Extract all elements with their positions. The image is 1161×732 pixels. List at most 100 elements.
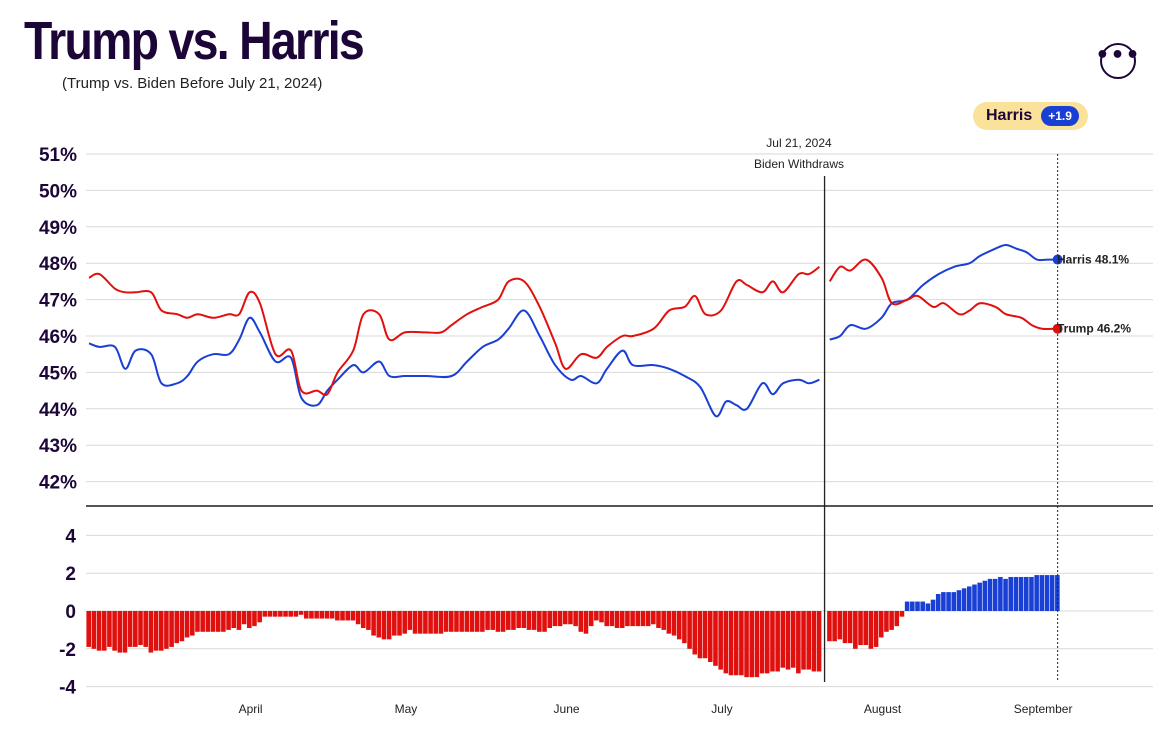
trump-line bbox=[88, 266, 821, 397]
end-labels: Harris 48.1% Trump 46.2% bbox=[1052, 253, 1131, 336]
margin-bar bbox=[164, 611, 169, 649]
y-tick-label: 43% bbox=[39, 436, 77, 457]
margin-bar bbox=[459, 611, 464, 632]
margin-bar bbox=[935, 593, 941, 611]
margin-bar bbox=[977, 582, 982, 611]
y-tick-label: 44% bbox=[39, 400, 77, 421]
margin-bar bbox=[889, 611, 894, 630]
margin-bar bbox=[153, 611, 159, 651]
margin-bar bbox=[412, 611, 418, 634]
y-tick-label: 48% bbox=[39, 254, 77, 275]
margin-bar bbox=[392, 611, 397, 636]
margin-bar bbox=[464, 611, 470, 632]
margin-bar bbox=[661, 611, 666, 630]
margin-bar bbox=[827, 611, 832, 642]
y-tick-label: 46% bbox=[39, 327, 77, 348]
margin-bar bbox=[531, 611, 537, 630]
margin-bar bbox=[972, 584, 977, 611]
margin-bar bbox=[982, 580, 988, 611]
margin-bar bbox=[899, 611, 905, 617]
margin-bar bbox=[816, 611, 822, 672]
margin-bar bbox=[101, 611, 107, 651]
y-tick-label: 47% bbox=[39, 291, 77, 312]
margin-bar bbox=[562, 611, 568, 625]
margin-bar bbox=[133, 611, 138, 647]
margin-bar bbox=[210, 611, 216, 632]
margin-bar bbox=[925, 603, 931, 611]
margin-bars bbox=[86, 575, 1060, 678]
margin-bar bbox=[340, 611, 345, 621]
trump-line bbox=[828, 258, 1058, 330]
margin-bar bbox=[143, 611, 148, 647]
margin-bar bbox=[195, 611, 200, 632]
margin-bar bbox=[314, 611, 319, 619]
margin-bar bbox=[205, 611, 211, 632]
margin-bar bbox=[557, 611, 563, 627]
margin-bar bbox=[407, 611, 413, 630]
y-tick-label: 42% bbox=[39, 473, 77, 494]
margin-bar bbox=[335, 611, 340, 621]
margin-bar bbox=[127, 611, 133, 647]
margin-bar bbox=[454, 611, 459, 632]
harris-line bbox=[829, 244, 1058, 341]
margin-bar bbox=[469, 611, 475, 632]
more-options-button[interactable]: ••• bbox=[1095, 43, 1140, 79]
margin-bar bbox=[992, 578, 998, 611]
margin-bar bbox=[692, 611, 698, 655]
margin-bar bbox=[122, 611, 128, 653]
y-tick-label: 4 bbox=[65, 526, 76, 547]
margin-bar bbox=[179, 611, 185, 642]
margin-bar bbox=[702, 611, 708, 659]
margin-bar bbox=[744, 611, 749, 678]
margin-bar bbox=[91, 611, 97, 649]
margin-bar bbox=[511, 611, 516, 630]
x-tick-label: June bbox=[554, 702, 580, 716]
margin-bar bbox=[417, 611, 423, 634]
harris-end-dot bbox=[1052, 254, 1063, 265]
margin-bar bbox=[775, 611, 780, 672]
margin-bar bbox=[884, 611, 889, 632]
margin-bar bbox=[1029, 576, 1034, 611]
margin-bar bbox=[526, 611, 532, 630]
withdrawal-annotation: Jul 21, 2024 Biden Withdraws bbox=[754, 136, 1059, 682]
margin-bar bbox=[604, 611, 609, 627]
y-tick-label: 50% bbox=[39, 181, 77, 202]
annotation-event: Biden Withdraws bbox=[754, 157, 844, 171]
margin-bar bbox=[366, 611, 371, 630]
margin-bar bbox=[759, 611, 765, 674]
harris-end-label: Harris 48.1% bbox=[1057, 253, 1129, 267]
margin-bar bbox=[138, 611, 143, 646]
margin-bar bbox=[687, 611, 692, 649]
margin-bar bbox=[853, 611, 858, 649]
y-tick-label: -4 bbox=[59, 678, 76, 699]
margin-bar bbox=[200, 611, 205, 632]
y-tick-label: 49% bbox=[39, 218, 77, 239]
margin-bar bbox=[376, 611, 382, 638]
margin-bar bbox=[495, 611, 501, 632]
margin-bar bbox=[288, 611, 294, 617]
margin-bar bbox=[894, 611, 900, 627]
margin-bar bbox=[293, 611, 299, 617]
margin-bar bbox=[733, 611, 739, 676]
margin-bar bbox=[904, 601, 910, 611]
margin-bar bbox=[847, 611, 853, 644]
margin-bar bbox=[190, 611, 195, 636]
margin-bar bbox=[428, 611, 433, 634]
margin-bar bbox=[298, 611, 304, 615]
margin-bar bbox=[184, 611, 190, 638]
x-tick-label: May bbox=[395, 702, 418, 716]
margin-bar bbox=[946, 592, 951, 611]
margin-bar bbox=[930, 599, 936, 611]
margin-bar bbox=[226, 611, 231, 630]
margin-bar bbox=[910, 601, 915, 611]
margin-bar bbox=[215, 611, 221, 632]
y-tick-label: 0 bbox=[65, 602, 76, 623]
margin-bar bbox=[107, 611, 112, 647]
margin-bar bbox=[329, 611, 335, 619]
margin-bar bbox=[438, 611, 444, 634]
margin-bar bbox=[640, 611, 646, 627]
margin-bar bbox=[671, 611, 677, 636]
margin-bar bbox=[449, 611, 454, 632]
leader-margin: +1.9 bbox=[1041, 106, 1079, 126]
margin-bar bbox=[599, 611, 604, 623]
